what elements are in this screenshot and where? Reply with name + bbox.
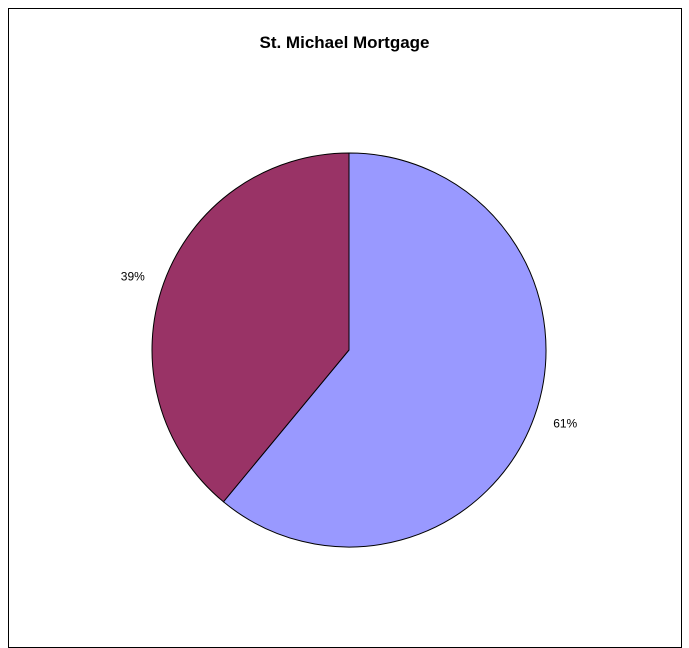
pie-slice-1 — [222, 152, 547, 548]
chart-title: St. Michael Mortgage — [259, 33, 430, 52]
pie-labels: 61% 39% — [121, 270, 578, 431]
pie-slices — [151, 152, 547, 548]
pie-chart: 61% 39% — [121, 152, 578, 548]
pie-slice-label-1: 61% — [553, 417, 577, 431]
pie-slice-label-2: 39% — [121, 270, 145, 284]
pie-slice-2 — [151, 152, 350, 503]
